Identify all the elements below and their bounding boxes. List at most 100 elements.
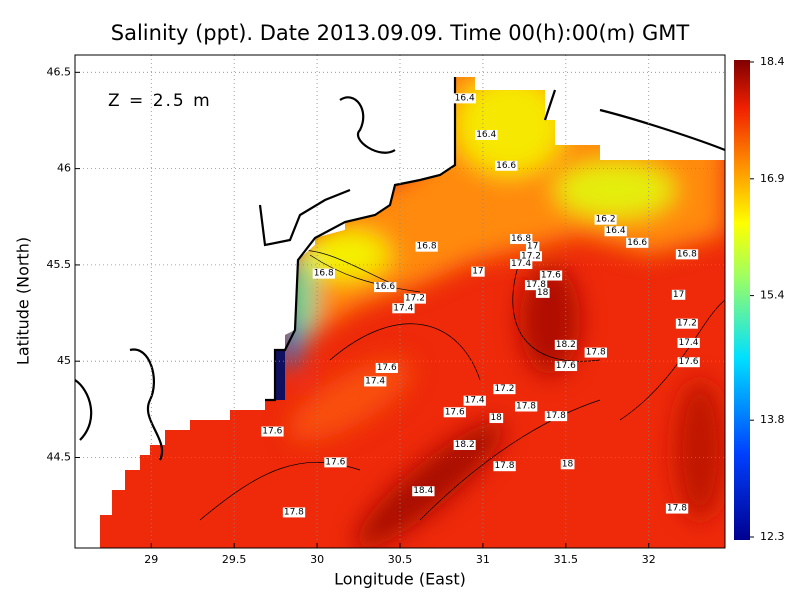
y-tick-label: 44.5 [47, 450, 72, 463]
contour-label-box [489, 413, 504, 424]
contour-label-box [675, 318, 698, 329]
contour-label-box [510, 258, 533, 269]
contour-label: 17.4 [365, 376, 385, 386]
contour-label-box [584, 347, 607, 358]
x-tick-label: 29 [144, 553, 158, 566]
x-tick-label: 31.5 [554, 553, 579, 566]
x-tick-label: 30 [310, 553, 324, 566]
contour-label: 16.8 [417, 242, 437, 252]
contour-label-box [677, 337, 700, 348]
contour-label-box [412, 486, 435, 497]
contour-label-box [560, 459, 575, 470]
contour-label-box [453, 440, 476, 451]
contour-label-box [539, 270, 563, 281]
contour-label: 16.2 [596, 215, 616, 225]
contour-label-box [495, 160, 518, 171]
contour-label: 17.2 [521, 251, 541, 261]
contour-label-box [519, 251, 543, 262]
x-tick-label: 32 [642, 553, 656, 566]
title: Salinity (ppt). Date 2013.09.09. Time 00… [111, 21, 690, 45]
contour-label: 18.2 [455, 440, 475, 450]
contour-label: 17.6 [556, 361, 576, 371]
contour-label-box [261, 426, 284, 437]
contour-label: 17.8 [284, 507, 304, 517]
y-tick-label: 45 [57, 354, 71, 367]
contour-label-box [364, 376, 387, 387]
contour-label-box [604, 226, 627, 237]
contour-label-box [312, 268, 336, 279]
contour-label: 17.6 [678, 357, 698, 367]
contour-label: 16.4 [455, 93, 475, 103]
contour-label-box [443, 407, 467, 418]
contour-label-box [675, 249, 699, 260]
contour-label-box [392, 303, 415, 314]
contour-label: 16.4 [476, 130, 496, 140]
contour-label-box [282, 507, 306, 518]
contour-label-box [525, 241, 540, 252]
colorbar-tick-label: 12.3 [760, 530, 785, 543]
contour-label-box [524, 280, 548, 291]
contour-label: 17.6 [541, 271, 561, 281]
contour-label-box [514, 401, 538, 412]
contour-label-box [510, 233, 533, 244]
contour-label-box [453, 93, 476, 104]
x-tick-label: 31 [476, 553, 490, 566]
contour-labels: 16.416.416.616.216.416.616.816.816.81717… [261, 93, 700, 518]
y-tick-label: 45.5 [47, 258, 72, 271]
contour-label: 17.4 [511, 259, 531, 269]
colorbar-tick-label: 18.4 [760, 55, 785, 68]
contour-label: 16.4 [606, 226, 626, 236]
x-tick-label: 29.5 [222, 553, 247, 566]
contour-label-box [677, 357, 700, 368]
contour-label-box [626, 237, 649, 248]
contour-label: 17.2 [494, 384, 514, 394]
contour-label: 17.6 [262, 427, 282, 437]
contour-label-box [554, 361, 578, 372]
contour-label-box [671, 289, 686, 300]
contour-label: 17 [472, 267, 483, 277]
contour-label: 16.8 [677, 249, 697, 259]
contour-label-box [375, 362, 399, 373]
contour-label: 18 [562, 459, 574, 469]
contour-label: 17.6 [377, 363, 397, 373]
contour-label: 17.6 [445, 407, 465, 417]
contour-label-box [374, 282, 397, 293]
contour-label: 17.8 [516, 401, 536, 411]
contour-label: 16.6 [375, 282, 395, 292]
contour-label: 16.6 [627, 238, 647, 248]
contour-label: 17.8 [494, 461, 514, 471]
contour-label-box [415, 241, 438, 252]
contour-label-box [493, 384, 516, 395]
contour-label: 16.6 [496, 161, 516, 171]
contour-label-box [493, 461, 516, 472]
grid [75, 55, 725, 548]
x-tick-label: 30.5 [388, 553, 413, 566]
contour-label: 17 [527, 242, 538, 252]
contour-label: 17.2 [677, 319, 697, 329]
contour-label-box [544, 411, 568, 422]
colorbar-tick-label: 15.4 [760, 289, 785, 302]
contour-label: 17.8 [546, 411, 566, 421]
contour-label: 17 [673, 290, 684, 300]
contour-label-box [665, 503, 689, 514]
contour-label: 17.4 [393, 303, 413, 313]
contour-label: 18.4 [413, 486, 433, 496]
contour-label: 17.8 [526, 280, 546, 290]
contour-label-box [324, 457, 347, 468]
x-axis-label: Longitude (East) [334, 570, 466, 589]
contour-label-box [403, 293, 426, 304]
contour-label: 17.4 [678, 338, 698, 348]
colorbar [734, 60, 750, 540]
contour-label: 18 [537, 288, 549, 298]
contour-label: 18 [490, 413, 502, 423]
contour-label: 18.2 [556, 340, 576, 350]
depth-label: Z = 2.5 m [108, 91, 212, 111]
contour-label: 17.8 [586, 348, 606, 358]
contour-label: 17.2 [405, 294, 425, 304]
contour-label: 16.8 [511, 234, 531, 244]
contour-label: 17.6 [325, 457, 345, 467]
y-tick-label: 46 [57, 162, 71, 175]
y-axis-label: Latitude (North) [14, 237, 33, 365]
coastline [74, 77, 726, 461]
